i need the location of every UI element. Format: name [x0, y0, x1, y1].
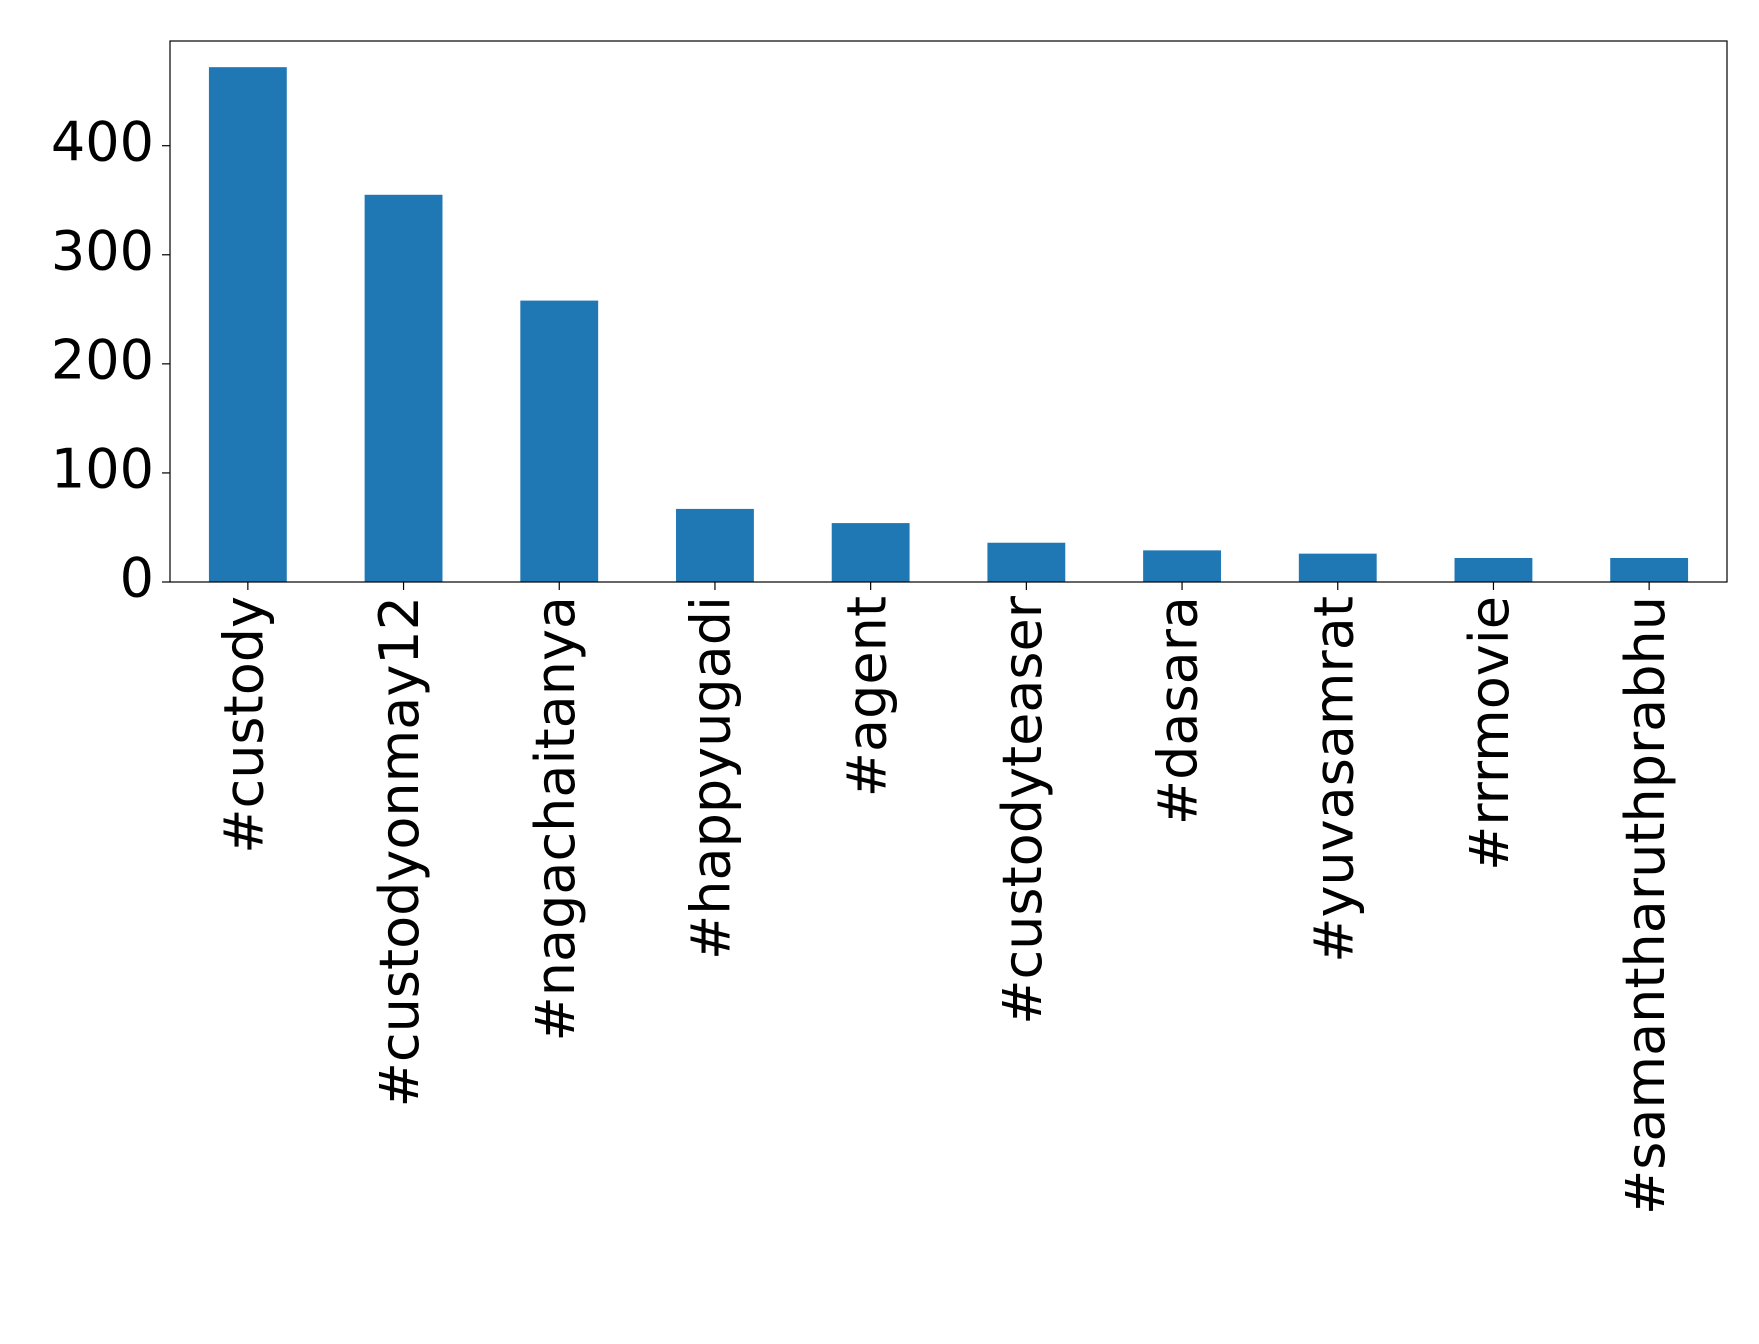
x-tick-label: #dasara [1147, 596, 1210, 825]
y-tick-label: 200 [51, 328, 154, 391]
y-tick-label: 300 [51, 219, 154, 282]
bar [831, 523, 910, 582]
bar [208, 67, 287, 582]
bar [1454, 558, 1533, 582]
plot-frame [169, 40, 1728, 583]
bar [1610, 558, 1689, 582]
bar [987, 542, 1066, 582]
y-tick-label: 100 [51, 438, 154, 501]
x-tick-label: #custody [212, 596, 275, 854]
bar [676, 508, 754, 582]
y-tick-label: 0 [120, 547, 154, 610]
x-tick-label: #agent [835, 596, 898, 797]
bar [1298, 553, 1377, 582]
x-tick-label: #custodyonmay12 [368, 596, 431, 1107]
x-tick-label: #rrrmovie [1458, 596, 1521, 871]
x-tick-label: #nagachaitanya [524, 596, 587, 1041]
x-tick-label: #happyugadi [680, 596, 743, 960]
x-tick-label: #samantharuthprabhu [1614, 596, 1677, 1215]
x-tick-label: #custodyteaser [991, 595, 1054, 1025]
bar [520, 300, 599, 582]
bar [364, 194, 443, 582]
x-tick-label: #yuvasamrat [1302, 596, 1365, 963]
y-tick-label: 400 [51, 110, 154, 173]
bar [1143, 550, 1221, 582]
